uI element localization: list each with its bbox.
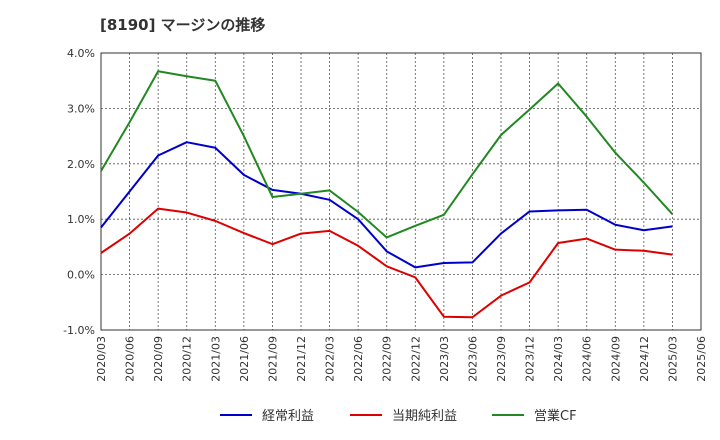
plot-border [100,52,702,331]
x-tick-label: 2022/12 [409,336,422,382]
y-tick-label: 1.0% [67,213,95,226]
y-tick-label: 4.0% [67,47,95,60]
y-tick-label: 2.0% [67,158,95,171]
y-tick-label: 0.0% [67,269,95,282]
x-tick-label: 2023/09 [495,336,508,382]
x-tick-label: 2023/06 [466,336,479,382]
legend-label: 営業CF [534,408,577,424]
x-tick-label: 2021/12 [295,336,308,382]
x-tick-label: 2023/12 [524,336,537,382]
series-line-2 [100,207,673,319]
x-tick-label: 2021/03 [209,336,222,382]
x-tick-label: 2024/12 [638,336,651,382]
series-line-1 [100,141,673,269]
x-tick-label: 2020/06 [124,336,137,382]
x-tick-label: 2020/09 [152,336,165,382]
x-tick-label: 2024/03 [552,336,565,382]
chart-title: [8190] マージンの推移 [100,16,266,34]
x-tick-label: 2025/03 [666,336,679,382]
x-tick-label: 2021/06 [238,336,251,382]
x-tick-label: 2024/06 [581,336,594,382]
x-tick-label: 2024/09 [609,336,622,382]
legend-label: 経常利益 [262,409,314,424]
y-tick-label: -1.0% [63,324,95,337]
plot-area [101,53,701,330]
x-tick-label: 2023/03 [438,336,451,382]
series-line-3 [100,70,674,239]
y-tick-label: 3.0% [67,102,95,115]
x-tick-label: 2022/03 [324,336,337,382]
x-tick-label: 2020/12 [181,336,194,382]
x-tick-label: 2022/06 [352,336,365,382]
x-tick-label: 2025/06 [695,336,708,382]
x-tick-label: 2021/09 [266,336,279,382]
x-tick-label: 2022/09 [381,336,394,382]
legend-label: 当期純利益 [392,409,457,424]
x-tick-label: 2020/03 [95,336,108,382]
